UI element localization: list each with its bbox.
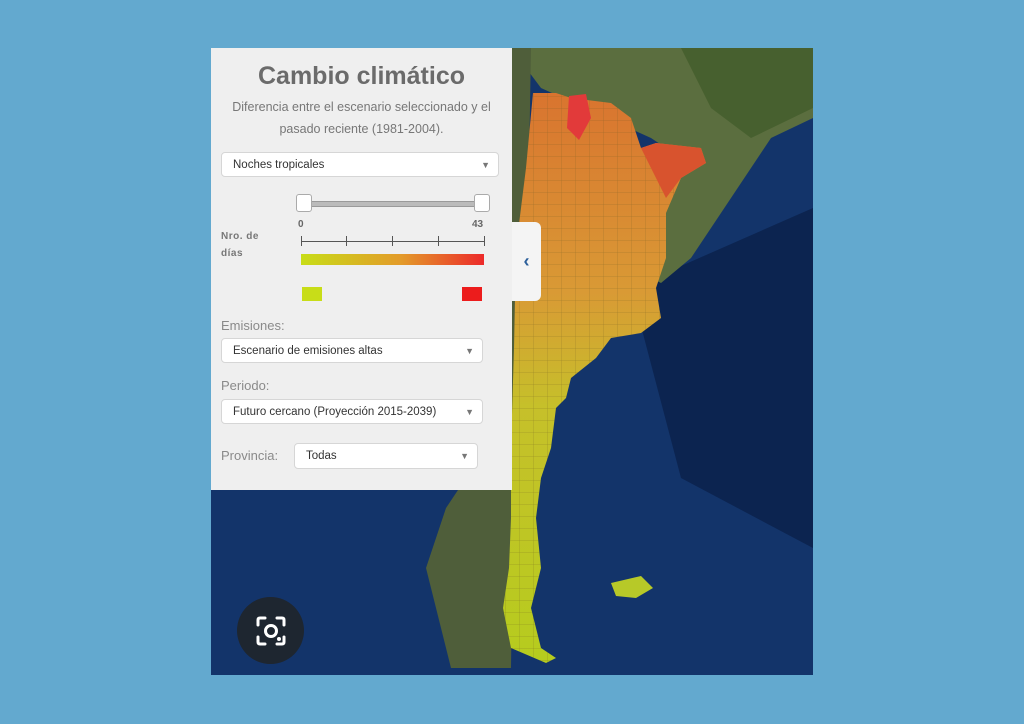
chevron-down-icon: ▼ xyxy=(465,406,474,417)
legend-label-line1: Nro. de xyxy=(221,231,259,242)
argentina-grid xyxy=(503,93,706,663)
legend-tick xyxy=(484,236,485,246)
legend-high-swatch xyxy=(462,287,482,301)
ocean-deep xyxy=(631,208,813,548)
emisiones-select-value: Escenario de emisiones altas xyxy=(233,344,383,357)
variable-select-value: Noches tropicales xyxy=(233,158,325,171)
provincia-label: Provincia: xyxy=(221,448,279,463)
chevron-left-icon: ‹ xyxy=(523,251,530,271)
app-screen: Cambio climático Diferencia entre el esc… xyxy=(211,48,813,675)
lens-button[interactable] xyxy=(237,597,304,664)
subtitle-line1: Diferencia entre el escenario selecciona… xyxy=(232,100,491,114)
panel-subtitle: Diferencia entre el escenario selecciona… xyxy=(211,96,512,140)
emisiones-select[interactable]: Escenario de emisiones altas ▼ xyxy=(221,338,483,363)
chevron-down-icon: ▼ xyxy=(460,451,469,461)
variable-select[interactable]: Noches tropicales ▼ xyxy=(221,152,499,177)
chevron-down-icon: ▼ xyxy=(465,345,474,356)
legend-label-line2: días xyxy=(221,248,244,259)
northeast-region xyxy=(641,143,706,198)
legend-tick xyxy=(392,236,393,246)
range-slider-max-handle[interactable] xyxy=(474,194,490,212)
periodo-label: Periodo: xyxy=(221,378,270,393)
range-slider-track[interactable] xyxy=(301,201,489,207)
legend-label: Nro. de días xyxy=(221,228,259,262)
camera-search-icon xyxy=(256,616,285,645)
legend-gradient xyxy=(301,254,484,265)
control-panel: Cambio climático Diferencia entre el esc… xyxy=(211,48,512,490)
legend-low-swatch xyxy=(302,287,322,301)
legend-tick xyxy=(346,236,347,246)
chile-land xyxy=(426,48,531,668)
legend-min-label: 0 xyxy=(298,219,304,230)
provincia-select[interactable]: Todas ▼ xyxy=(294,443,478,469)
chevron-down-icon: ▼ xyxy=(481,159,490,170)
panel-collapse-button[interactable]: ‹ xyxy=(512,222,541,301)
hotspot-north xyxy=(567,94,591,140)
subtitle-line2: pasado reciente (1981-2004). xyxy=(279,122,444,136)
legend-max-label: 43 xyxy=(472,219,484,230)
panel-title: Cambio climático xyxy=(258,62,465,90)
islands xyxy=(611,576,653,598)
legend-tick xyxy=(438,236,439,246)
legend-axis xyxy=(301,241,485,242)
legend-tick xyxy=(301,236,302,246)
range-slider-min-handle[interactable] xyxy=(296,194,312,212)
provincia-select-value: Todas xyxy=(306,450,337,462)
neighbour-land-dark xyxy=(681,48,813,138)
emisiones-label: Emisiones: xyxy=(221,318,285,333)
periodo-select[interactable]: Futuro cercano (Proyección 2015-2039) ▼ xyxy=(221,399,483,424)
periodo-select-value: Futuro cercano (Proyección 2015-2039) xyxy=(233,405,437,418)
